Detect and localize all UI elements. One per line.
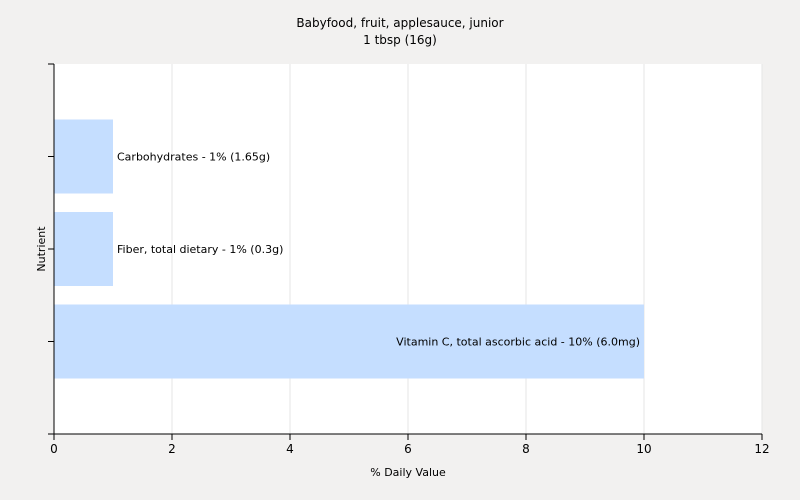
x-axis-title: % Daily Value bbox=[370, 466, 446, 479]
chart-title: Babyfood, fruit, applesauce, junior bbox=[296, 16, 504, 30]
x-tick-label: 6 bbox=[404, 442, 412, 456]
bar-label-1: Carbohydrates - 1% (1.65g) bbox=[117, 151, 270, 164]
y-axis-title: Nutrient bbox=[35, 226, 48, 272]
x-tick-label: 0 bbox=[50, 442, 58, 456]
bar-2 bbox=[54, 212, 113, 286]
x-tick-label: 12 bbox=[754, 442, 769, 456]
bar-label-2: Fiber, total dietary - 1% (0.3g) bbox=[117, 243, 283, 256]
x-tick-label: 8 bbox=[522, 442, 530, 456]
bar-1 bbox=[54, 119, 113, 194]
x-tick-label: 10 bbox=[636, 442, 651, 456]
bar-label-3: Vitamin C, total ascorbic acid - 10% (6.… bbox=[396, 336, 640, 349]
x-tick-label: 4 bbox=[286, 442, 294, 456]
bar-3 bbox=[54, 304, 644, 379]
chart-subtitle: 1 tbsp (16g) bbox=[363, 33, 437, 47]
x-tick-label: 2 bbox=[168, 442, 176, 456]
